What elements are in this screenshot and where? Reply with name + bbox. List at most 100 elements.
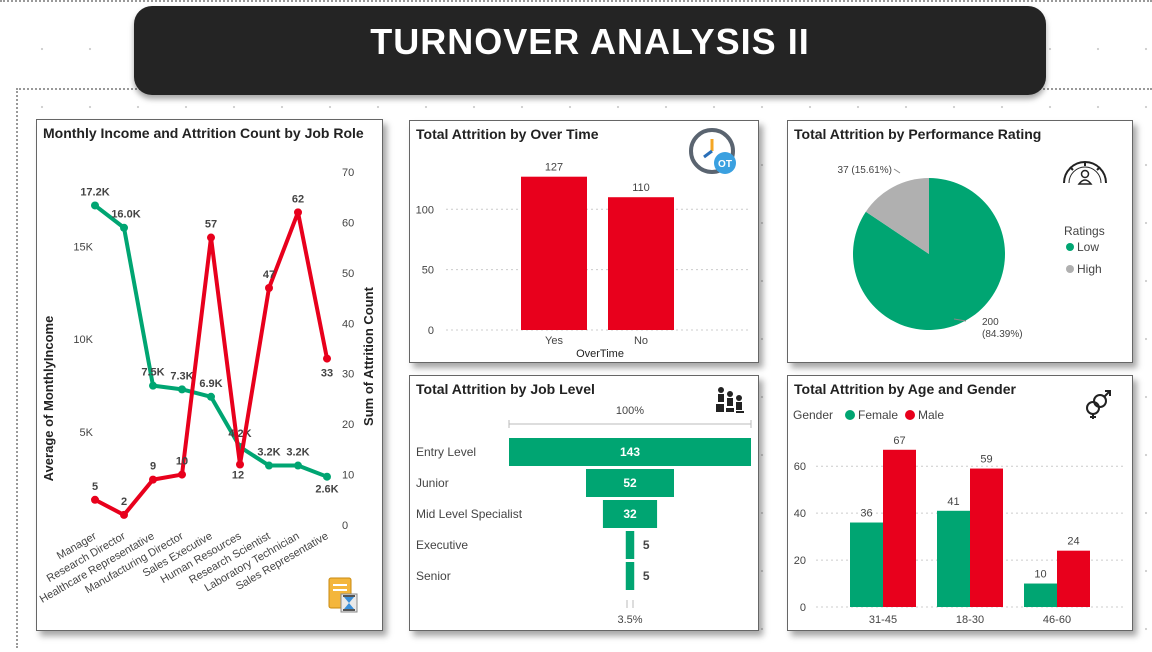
legend-marker bbox=[905, 410, 915, 420]
x-tick-label: 31-45 bbox=[869, 614, 897, 626]
joblevel-funnel-chart: 100% Entry Level 143 Junior 52 Mid Level Spec… bbox=[416, 405, 752, 626]
data-label: 57 bbox=[205, 219, 217, 231]
funnel-bar bbox=[509, 438, 751, 466]
svg-text:OT: OT bbox=[718, 159, 732, 170]
data-point bbox=[91, 495, 99, 504]
panel-joblevel[interactable]: Total Attrition by Job Level 100% Entry L… bbox=[409, 375, 759, 631]
x-tick-label: No bbox=[634, 335, 648, 347]
panel-title-joblevel: Total Attrition by Job Level bbox=[416, 381, 595, 397]
panel-title-overtime: Total Attrition by Over Time bbox=[416, 126, 599, 142]
bar bbox=[608, 197, 674, 330]
data-label: 33 bbox=[321, 368, 333, 380]
x-tick-label: 18-30 bbox=[956, 614, 984, 626]
data-label: 7.3K bbox=[170, 370, 193, 382]
data-label: 2 bbox=[121, 496, 127, 508]
title-banner: TURNOVER ANALYSIS II bbox=[134, 6, 1046, 95]
legend-marker bbox=[1066, 265, 1074, 273]
slice-label: 37 (15.61%) bbox=[838, 165, 892, 176]
funnel-value-label: 5 bbox=[643, 538, 650, 552]
gender-symbol-icon bbox=[1082, 390, 1112, 420]
legend-label: High bbox=[1077, 262, 1102, 276]
panel-income-attrition[interactable]: Monthly Income and Attrition Count by Jo… bbox=[36, 119, 383, 631]
data-point bbox=[323, 354, 331, 363]
slice-label: (84.39%) bbox=[982, 329, 1023, 340]
bar bbox=[850, 522, 883, 607]
gauge-person-icon bbox=[1060, 149, 1110, 187]
data-label: 4.2K bbox=[228, 428, 251, 440]
y2-tick-label: 20 bbox=[342, 419, 354, 431]
bar-value-label: 24 bbox=[1067, 536, 1079, 548]
y-tick-label: 15K bbox=[73, 241, 93, 253]
panel-overtime[interactable]: Total Attrition by Over Time 0 50 100 127 Ye… bbox=[409, 120, 759, 363]
y-tick-label: 0 bbox=[428, 325, 434, 337]
funnel-value-label: 143 bbox=[620, 445, 640, 459]
funnel-bar bbox=[625, 562, 635, 590]
y2-tick-label: 50 bbox=[342, 268, 354, 280]
y2-tick-label: 0 bbox=[342, 520, 348, 532]
data-point bbox=[294, 461, 302, 470]
category-label: Entry Level bbox=[416, 445, 476, 459]
legend-label: Low bbox=[1077, 240, 1099, 254]
y-tick-label: 40 bbox=[794, 508, 806, 520]
bar-value-label: 10 bbox=[1034, 569, 1046, 581]
y-tick-label: 20 bbox=[794, 555, 806, 567]
slice-label: 200 bbox=[982, 317, 999, 328]
panel-title-performance: Total Attrition by Performance Rating bbox=[794, 126, 1042, 142]
data-label: 47 bbox=[263, 269, 275, 281]
y2-tick-label: 70 bbox=[342, 167, 354, 179]
legend-title: Gender bbox=[793, 408, 833, 422]
leader-line bbox=[893, 168, 901, 174]
bar bbox=[883, 449, 916, 607]
data-point bbox=[236, 460, 244, 469]
income-attrition-chart: 5K 10K 15K 0 10 20 30 40 50 60 70 Average of Monthl… bbox=[38, 167, 376, 606]
overtime-bar-chart: 0 50 100 127 Yes 110 No OverTime bbox=[416, 162, 750, 360]
funnel-bar bbox=[625, 531, 635, 559]
data-point bbox=[120, 510, 128, 519]
x-tick-label: 46-60 bbox=[1043, 614, 1071, 626]
data-point bbox=[207, 233, 215, 242]
panel-performance[interactable]: Total Attrition by Performance Rating 20… bbox=[787, 120, 1133, 363]
legend-marker bbox=[845, 410, 855, 420]
y-tick-label: 60 bbox=[794, 461, 806, 473]
data-label: 3.2K bbox=[257, 447, 280, 459]
data-label: 2.6K bbox=[315, 484, 338, 496]
y-tick-label: 50 bbox=[422, 265, 434, 277]
legend-label: Female bbox=[858, 408, 898, 422]
performance-pie-chart: 200(84.39%) 37 (15.61%) Ratings Low High bbox=[838, 165, 1105, 340]
data-point bbox=[207, 392, 215, 401]
bar bbox=[521, 176, 587, 330]
data-point bbox=[91, 201, 99, 210]
y-tick-label: 5K bbox=[80, 427, 94, 439]
funnel-value-label: 5 bbox=[643, 569, 650, 583]
clock-overtime-icon: OT bbox=[688, 127, 740, 177]
category-label: Executive bbox=[416, 538, 468, 552]
data-label: 7.5K bbox=[141, 367, 164, 379]
bar-value-label: 110 bbox=[632, 182, 650, 194]
legend-label: Male bbox=[918, 408, 944, 422]
x-tick-label: Yes bbox=[545, 335, 563, 347]
data-label: 9 bbox=[150, 461, 156, 473]
bar bbox=[937, 510, 970, 607]
funnel-value-label: 32 bbox=[623, 507, 637, 521]
panel-title-income: Monthly Income and Attrition Count by Jo… bbox=[43, 125, 364, 141]
funnel-bar bbox=[602, 500, 658, 528]
y2-tick-label: 10 bbox=[342, 470, 354, 482]
bar-value-label: 127 bbox=[545, 162, 563, 174]
data-label: 17.2K bbox=[80, 186, 109, 198]
data-label: 5 bbox=[92, 481, 98, 493]
data-label: 10 bbox=[176, 456, 188, 468]
category-label: Mid Level Specialist bbox=[416, 507, 523, 521]
legend-marker bbox=[1066, 243, 1074, 251]
y2-axis-title: Sum of Attrition Count bbox=[361, 286, 376, 426]
data-point bbox=[149, 475, 157, 484]
bar-value-label: 36 bbox=[860, 508, 872, 520]
data-point bbox=[265, 461, 273, 470]
funnel-value-label: 52 bbox=[623, 476, 637, 490]
pie-slice bbox=[865, 178, 929, 254]
category-label: Senior bbox=[416, 569, 451, 583]
data-label: 62 bbox=[292, 193, 304, 205]
panel-age-gender[interactable]: Total Attrition by Age and Gender Gender… bbox=[787, 375, 1133, 631]
dashboard-title: TURNOVER ANALYSIS II bbox=[370, 21, 810, 62]
data-label: 12 bbox=[232, 469, 244, 481]
data-point bbox=[120, 223, 128, 232]
